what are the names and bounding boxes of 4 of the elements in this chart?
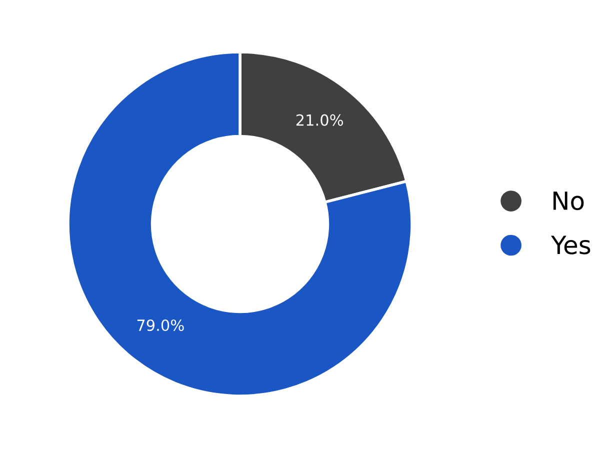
legend-label: No [553, 192, 584, 210]
data-label: 21.0% [296, 114, 344, 126]
legend-label: Yes [550, 236, 590, 254]
data-label: 79.0% [137, 319, 184, 332]
